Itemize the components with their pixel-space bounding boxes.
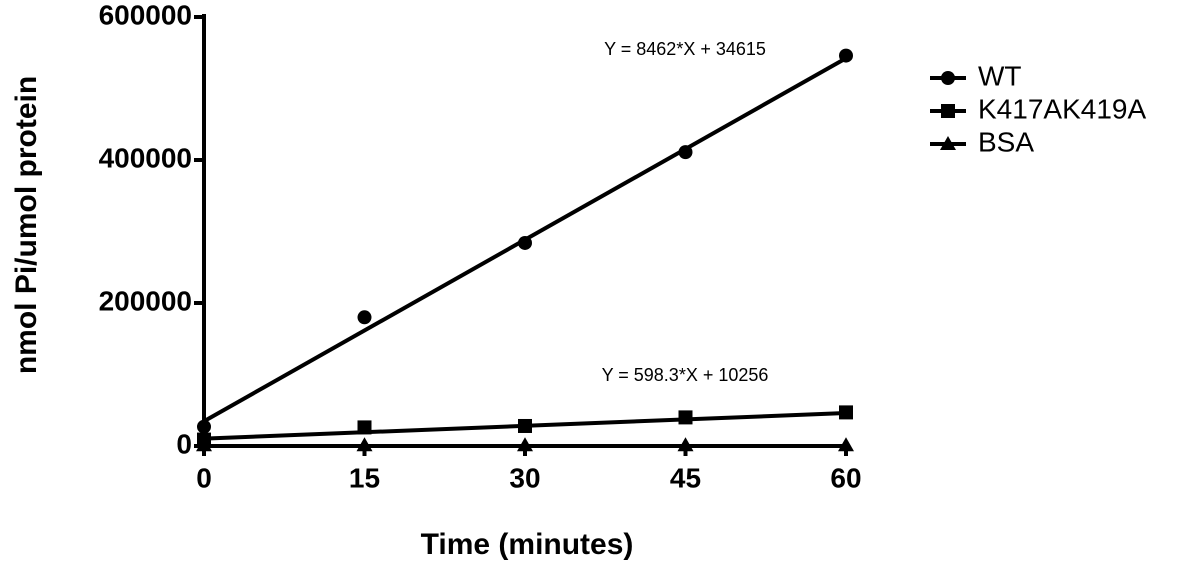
fit-equation: Y = 598.3*X + 10256 [602,365,769,385]
y-tick-label: 400000 [99,142,192,173]
marker [356,437,373,452]
x-axis-label: Time (minutes) [421,528,634,561]
x-tick-label: 15 [349,462,380,493]
marker [678,410,693,425]
legend-label: WT [978,60,1022,91]
marker [197,419,211,434]
marker [839,405,853,420]
x-tick-label: 0 [196,462,212,493]
marker [357,310,372,325]
marker [518,235,532,250]
fit-equation: Y = 8462*X + 34615 [604,39,766,59]
marker [838,437,854,452]
marker [357,420,372,435]
y-tick-label: 600000 [99,0,192,30]
y-axis-label: nmol Pi/umol protein [10,76,43,374]
marker [677,437,694,452]
marker [196,437,212,452]
marker [839,48,853,63]
legend-label: K417AK419A [978,93,1146,124]
legend-label: BSA [978,126,1034,157]
marker [678,145,693,160]
marker [941,71,955,85]
marker [941,104,955,118]
y-tick-label: 0 [176,428,192,459]
x-tick-label: 30 [509,462,540,493]
marker [518,418,532,433]
x-tick-label: 60 [830,462,861,493]
marker [517,437,533,452]
x-tick-label: 45 [670,462,701,493]
marker [940,136,956,150]
y-tick-label: 200000 [99,285,192,316]
